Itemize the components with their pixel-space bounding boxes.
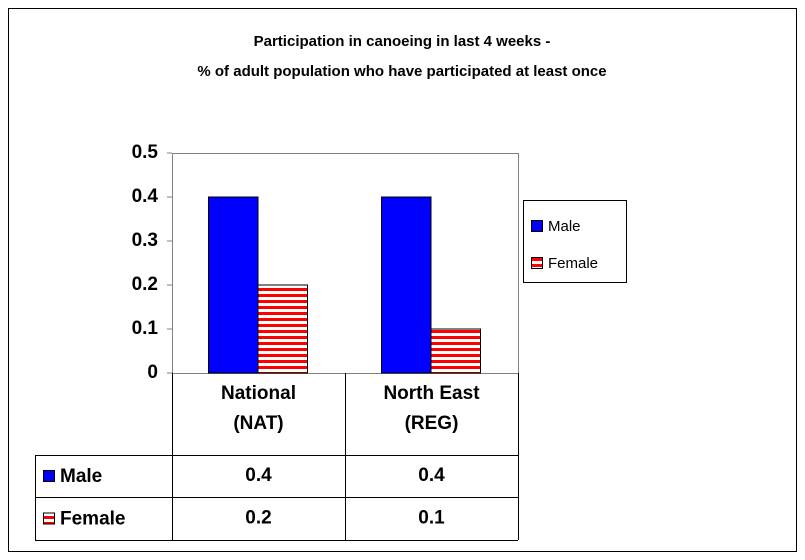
y-tick-label: 0.3 <box>132 230 158 251</box>
x-tick-label: North East (REG) <box>383 383 480 434</box>
table-value: 0.4 <box>245 465 272 486</box>
chart-title: Participation in canoeing in last 4 week… <box>254 33 551 50</box>
table-value: 0.1 <box>418 508 445 529</box>
y-tick-label: 0 <box>147 362 158 383</box>
legend-key <box>531 257 543 269</box>
y-tick-label: 0.2 <box>132 274 158 295</box>
table-value: 0.4 <box>418 465 445 486</box>
table-row-label: Female <box>60 509 125 530</box>
legend-label: Male <box>548 218 581 235</box>
bar <box>257 284 308 374</box>
y-tick-label: 0.1 <box>132 318 159 339</box>
legend-label: Female <box>548 255 598 272</box>
category-cell: National (NAT) <box>221 383 296 434</box>
table-value: 0.2 <box>245 508 271 529</box>
y-tick-label: 0.5 <box>132 142 159 163</box>
y-tick-label: 0.4 <box>132 186 159 207</box>
bar <box>208 196 259 374</box>
table-row-label: Male <box>60 466 102 487</box>
x-tick-label: National (NAT) <box>221 383 296 434</box>
chart-title: % of adult population who have participa… <box>197 63 606 80</box>
legend-key <box>531 220 543 232</box>
bar <box>430 328 481 374</box>
bar <box>381 196 432 374</box>
table-legend-key <box>43 512 55 525</box>
table-legend-key <box>43 470 55 482</box>
category-cell: North East (REG) <box>383 383 480 434</box>
